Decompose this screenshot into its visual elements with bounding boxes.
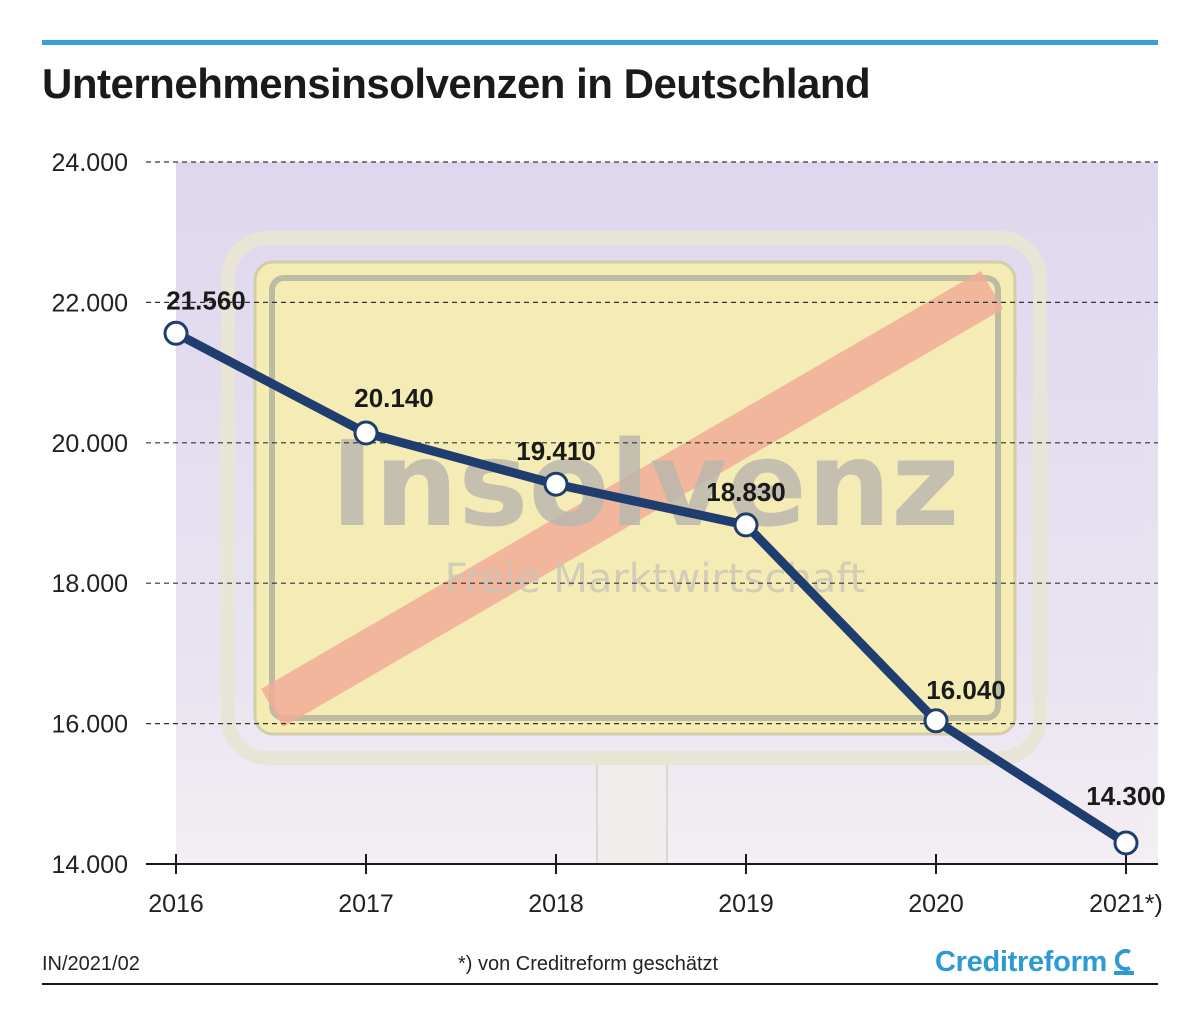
data-label: 21.560	[166, 285, 246, 315]
data-label: 18.830	[706, 477, 786, 507]
bottom-rule	[42, 983, 1158, 985]
x-tick-label: 2021*)	[1089, 890, 1163, 918]
data-point	[923, 708, 949, 734]
data-point	[733, 512, 759, 538]
grid-lines	[146, 161, 1158, 725]
x-tick-label: 2018	[528, 890, 584, 918]
top-accent-rule	[42, 40, 1158, 45]
series-line-group: 21.560 20.140 19.410 18.830 16.040 14.300	[163, 285, 1166, 856]
y-tick-label: 24.000	[52, 149, 128, 177]
data-label: 14.300	[1086, 781, 1166, 811]
y-axis: 14.000 16.000 18.000 20.000 22.000 24.000	[52, 149, 128, 879]
data-point	[163, 320, 189, 346]
data-point	[1113, 830, 1139, 856]
chart-title: Unternehmensinsolvenzen in Deutschland	[42, 60, 871, 107]
data-point	[543, 471, 569, 497]
data-label: 19.410	[516, 436, 596, 466]
sign-main-text: Insolvenz	[330, 415, 959, 553]
y-tick-label: 16.000	[52, 711, 128, 739]
x-tick-label: 2019	[718, 890, 774, 918]
data-point	[353, 420, 379, 446]
series-line	[171, 328, 1131, 848]
creditreform-logo: Creditreform	[935, 944, 1135, 980]
y-tick-label: 14.000	[52, 851, 128, 879]
y-tick-label: 18.000	[52, 570, 128, 598]
data-label: 16.040	[926, 675, 1006, 705]
x-tick-label: 2020	[908, 890, 964, 918]
x-axis: 2016 2017 2018 2019 2020 2021*)	[146, 854, 1163, 918]
logo-text: Creditreform	[935, 945, 1108, 978]
creditreform-c-icon	[1114, 949, 1135, 975]
data-label: 20.140	[354, 383, 434, 413]
y-tick-label: 22.000	[52, 289, 128, 317]
x-tick-label: 2016	[148, 890, 204, 918]
background-image: Insolvenz Freie Marktwirtschaft	[176, 162, 1158, 865]
y-tick-label: 20.000	[52, 430, 128, 458]
footer-code: IN/2021/02	[42, 953, 140, 975]
x-tick-label: 2017	[338, 890, 394, 918]
footer-note: *) von Creditreform geschätzt	[458, 953, 719, 975]
